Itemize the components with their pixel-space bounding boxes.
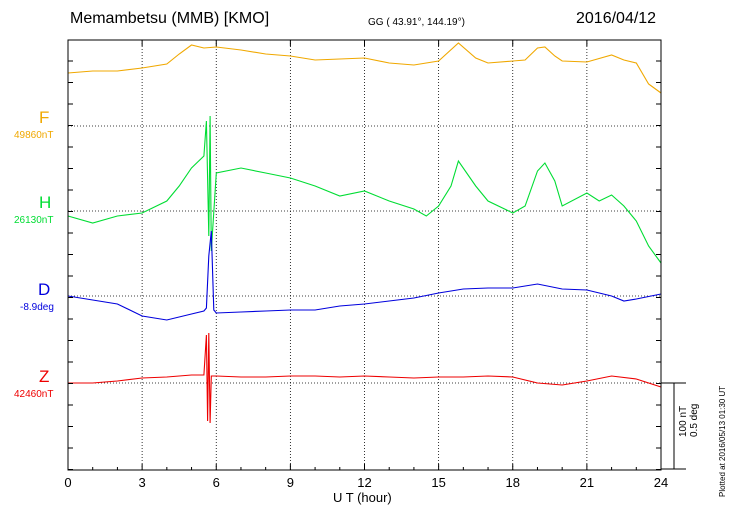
date-label: 2016/04/12: [576, 10, 657, 27]
series-line-f: [67, 42, 662, 94]
x-tick-label: 24: [654, 475, 668, 490]
baseline-label-d: -8.9deg: [20, 302, 54, 313]
component-label-z: Z: [39, 367, 50, 386]
x-tick-label: 15: [431, 475, 445, 490]
station-title: Memambetsu (MMB) [KMO]: [70, 10, 270, 27]
plotted-timestamp: Plotted at 2016/05/13 01:30 UT: [718, 385, 727, 497]
x-tick-label: 9: [287, 475, 294, 490]
geographic-coordinates: GG ( 43.91°, 144.19°): [368, 17, 465, 28]
baseline-label-h: 26130nT: [14, 215, 54, 226]
x-tick-label: 6: [213, 475, 220, 490]
series-line-z: [68, 332, 662, 424]
plot-frame: [67, 39, 662, 471]
x-tick-label: 3: [139, 475, 146, 490]
scale-deg-label: 0.5 deg: [689, 403, 700, 437]
x-axis-title: U T (hour): [333, 490, 392, 505]
component-label-h: H: [39, 193, 52, 212]
x-tick-label: 0: [64, 475, 71, 490]
scale-nt-label: 100 nT: [678, 405, 689, 437]
x-tick-label: 21: [580, 475, 594, 490]
baseline-label-f: 49860nT: [14, 130, 54, 141]
component-label-f: F: [39, 108, 50, 127]
component-label-d: D: [38, 280, 51, 299]
baseline-label-z: 42460nT: [14, 389, 54, 400]
series-line-d: [67, 230, 662, 321]
x-tick-label: 12: [357, 475, 371, 490]
x-tick-label: 18: [506, 475, 520, 490]
series-line-h: [67, 115, 662, 264]
